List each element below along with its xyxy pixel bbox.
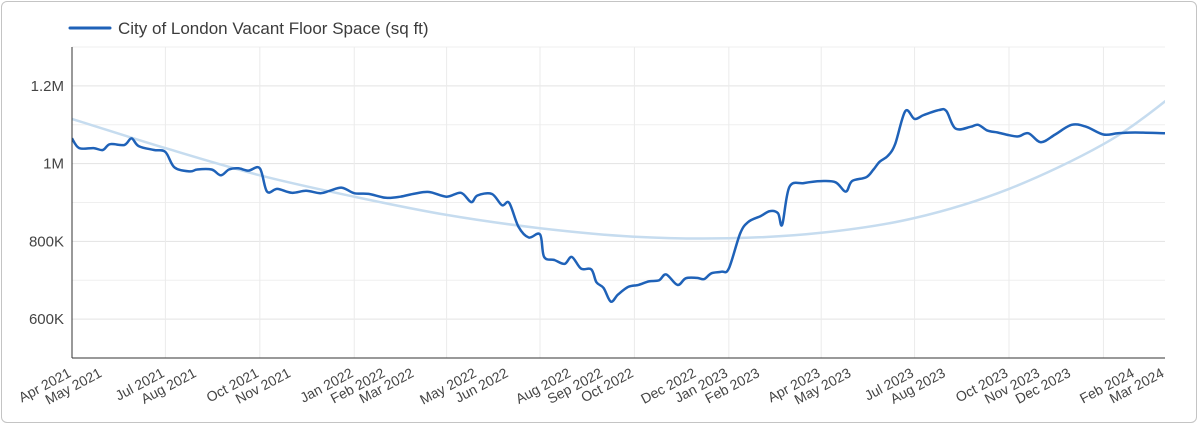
y-tick-label: 600K — [29, 311, 64, 328]
trendline — [72, 99, 1165, 240]
series-lines — [72, 107, 1165, 303]
legend[interactable]: City of London Vacant Floor Space (sq ft… — [68, 19, 429, 38]
y-tick-label: 1M — [43, 156, 64, 173]
trendline-path — [72, 99, 1165, 240]
y-axis-ticks: 600K 800K 1M 1.2M — [29, 78, 64, 328]
gridlines — [72, 46, 1165, 358]
axes — [71, 47, 1165, 359]
series-line-0[interactable] — [72, 107, 1165, 303]
y-tick-label: 1.2M — [31, 78, 64, 95]
legend-label: City of London Vacant Floor Space (sq ft… — [118, 19, 429, 38]
y-tick-label: 800K — [29, 233, 64, 250]
